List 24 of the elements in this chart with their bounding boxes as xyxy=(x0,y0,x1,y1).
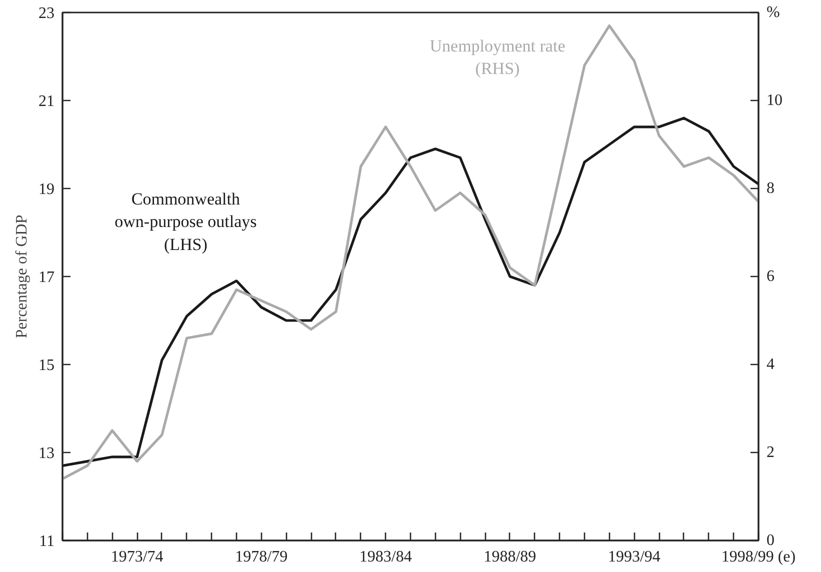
y2-tick-label: 10 xyxy=(766,92,782,109)
y-tick-label: 11 xyxy=(39,533,54,550)
x-tick-label: 1998/99 (e) xyxy=(721,548,796,566)
y2-tick-label: % xyxy=(766,4,780,21)
y-tick-label: 19 xyxy=(38,181,54,198)
y-tick-label: 17 xyxy=(38,269,54,286)
x-tick-label: 1973/74 xyxy=(110,548,164,566)
y-tick-label: 23 xyxy=(38,5,54,22)
y-tick-label: 15 xyxy=(38,357,54,374)
x-tick-label: 1993/94 xyxy=(608,548,660,566)
y2-tick-label: 2 xyxy=(766,444,774,461)
x-tick-label: 1978/79 xyxy=(235,548,288,566)
series-label: Unemployment rate (RHS) xyxy=(430,36,566,78)
line-series xyxy=(62,24,758,480)
y2-tick-label: 4 xyxy=(766,356,774,373)
y2-tick-label: 8 xyxy=(766,180,774,197)
y-tick-label: 21 xyxy=(38,93,54,110)
y-tick-label: 13 xyxy=(38,445,54,462)
y2-tick-label: 6 xyxy=(766,268,774,285)
series-label: Commonwealth own-purpose outlays (LHS) xyxy=(114,189,257,254)
x-tick-label: 1988/89 xyxy=(484,548,536,566)
x-tick-label: 1983/84 xyxy=(359,548,412,566)
y-axis-title: Percentage of GDP xyxy=(14,214,30,338)
y2-tick-label: 0 xyxy=(766,532,774,549)
